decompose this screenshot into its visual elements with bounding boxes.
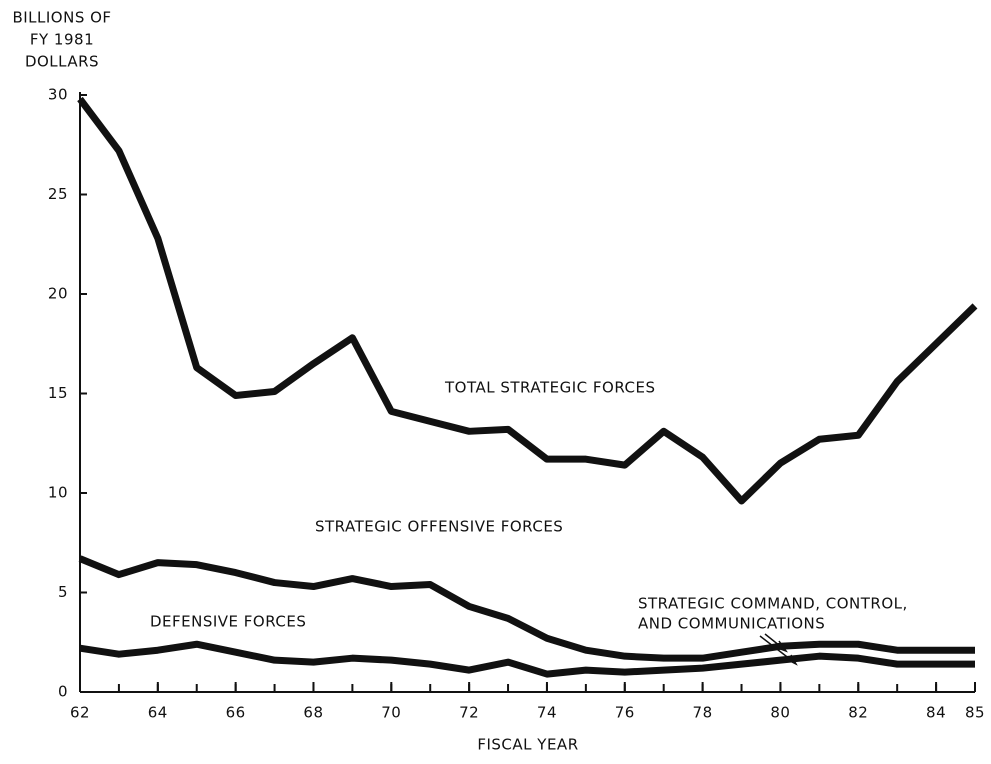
x-tick-label: 76 bbox=[615, 704, 635, 722]
y-tick-label: 10 bbox=[48, 484, 68, 502]
series-line bbox=[79, 640, 975, 678]
x-tick-label: 84 bbox=[926, 704, 946, 722]
x-tick-label: 66 bbox=[226, 704, 246, 722]
annotation: TOTAL STRATEGIC FORCES bbox=[444, 379, 655, 397]
series-line bbox=[78, 555, 975, 662]
y-axis-label: BILLIONS OF bbox=[12, 9, 111, 27]
y-axis-label: DOLLARS bbox=[25, 53, 99, 71]
x-axis-label: FISCAL YEAR bbox=[477, 736, 578, 754]
y-tick-label: 0 bbox=[58, 683, 68, 701]
y-tick-label: 25 bbox=[48, 185, 68, 203]
annotation: STRATEGIC OFFENSIVE FORCES bbox=[315, 518, 563, 536]
x-tick-label: 78 bbox=[693, 704, 713, 722]
series-line bbox=[77, 96, 978, 505]
y-axis-label: FY 1981 bbox=[30, 31, 94, 49]
x-tick-label: 85 bbox=[965, 704, 985, 722]
y-tick-label: 20 bbox=[48, 285, 68, 303]
x-tick-label: 72 bbox=[459, 704, 479, 722]
x-tick-label: 74 bbox=[537, 704, 557, 722]
y-tick-label: 15 bbox=[48, 384, 68, 402]
y-tick-label: 5 bbox=[58, 583, 68, 601]
x-tick-label: 64 bbox=[148, 704, 168, 722]
x-tick-label: 62 bbox=[70, 704, 90, 722]
annotation: DEFENSIVE FORCES bbox=[150, 613, 306, 631]
x-tick-label: 70 bbox=[381, 704, 401, 722]
annotation: STRATEGIC COMMAND, CONTROL, bbox=[638, 595, 908, 613]
x-tick-label: 82 bbox=[848, 704, 868, 722]
x-tick-label: 68 bbox=[303, 704, 323, 722]
x-tick-label: 80 bbox=[770, 704, 790, 722]
annotation: AND COMMUNICATIONS bbox=[638, 615, 825, 633]
y-tick-label: 30 bbox=[48, 86, 68, 104]
